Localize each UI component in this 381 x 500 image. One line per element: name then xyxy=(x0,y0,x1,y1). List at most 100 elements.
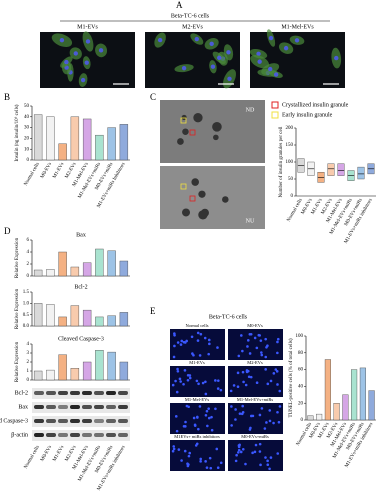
y-tick-label: 0 xyxy=(27,378,30,383)
band xyxy=(46,419,56,423)
nucleus xyxy=(181,65,187,71)
nucleus xyxy=(258,413,262,417)
nucleus xyxy=(182,340,186,344)
nucleus xyxy=(198,354,202,357)
band xyxy=(94,391,104,395)
bar xyxy=(33,114,43,161)
band xyxy=(106,433,116,437)
nucleus xyxy=(268,467,271,471)
y-axis-label: Number of insulin granules per cell xyxy=(279,126,284,198)
micrograph xyxy=(228,329,283,360)
band xyxy=(118,419,128,423)
box xyxy=(337,163,345,176)
nucleus xyxy=(182,382,185,386)
bar xyxy=(324,359,331,421)
nucleus xyxy=(257,59,262,64)
granule xyxy=(191,178,200,186)
y-tick-label: 1.5 xyxy=(23,290,30,295)
legend-label: Early insulin granule xyxy=(282,112,333,118)
nucleus xyxy=(245,370,249,373)
y-tick-label: 0 xyxy=(301,418,304,423)
panel-title: Beta-TC-6 cells xyxy=(209,314,248,320)
nucleus xyxy=(258,450,262,453)
nucleus xyxy=(80,77,86,83)
nucleus xyxy=(237,444,241,447)
y-axis-label: TUNEL-positive cells (% of total cells) xyxy=(289,338,294,417)
band xyxy=(58,433,68,437)
nucleus xyxy=(241,448,245,451)
nucleus xyxy=(207,407,210,410)
y-tick-label: 1 xyxy=(27,369,30,374)
nucleus xyxy=(171,449,175,453)
nucleus xyxy=(276,410,279,414)
nucleus xyxy=(246,345,249,348)
nucleus xyxy=(268,35,274,41)
y-tick-label: 40 xyxy=(24,115,30,120)
nucleus xyxy=(229,389,233,393)
nucleus xyxy=(172,445,176,448)
y-axis-label: Relative Expression xyxy=(15,237,20,278)
nucleus xyxy=(185,339,188,343)
band xyxy=(46,391,56,395)
legend-swatch xyxy=(271,101,279,109)
nucleus xyxy=(268,419,272,423)
micrograph xyxy=(228,403,283,434)
micrograph xyxy=(228,366,283,397)
nucleus xyxy=(244,383,248,387)
y-tick-label: 10 xyxy=(24,147,30,152)
bar xyxy=(82,361,92,381)
nucleus xyxy=(73,51,78,56)
nucleus xyxy=(264,355,268,359)
nucleus xyxy=(214,379,217,382)
nucleus xyxy=(201,381,205,385)
nucleus xyxy=(204,460,207,463)
nucleus xyxy=(210,415,213,419)
nucleus xyxy=(263,427,267,430)
nucleus xyxy=(269,379,273,383)
nucleus xyxy=(257,333,261,337)
nucleus xyxy=(248,352,252,355)
band xyxy=(118,391,128,395)
bar xyxy=(368,390,375,421)
bar xyxy=(70,368,80,381)
image-label: M1-EVs xyxy=(77,24,98,30)
nucleus xyxy=(199,457,203,461)
nucleus xyxy=(173,334,176,337)
y-tick-label: 40 xyxy=(298,385,304,390)
panel-label: A xyxy=(176,0,183,10)
nucleus xyxy=(274,368,278,371)
band xyxy=(118,433,128,437)
band xyxy=(118,405,128,409)
blot xyxy=(32,430,130,441)
bar xyxy=(119,260,129,277)
blot xyxy=(32,416,130,427)
bar xyxy=(58,354,67,381)
image-label: M1EVs+ miRs inhibitors xyxy=(174,434,220,439)
nucleus xyxy=(273,72,279,77)
band xyxy=(70,405,80,409)
nucleus xyxy=(268,66,273,72)
nucleus xyxy=(205,466,209,469)
panel-label: E xyxy=(150,306,156,316)
chart-title: Bax xyxy=(76,232,86,238)
nucleus xyxy=(198,405,202,408)
blot-label: Cleaved Caspase-3 xyxy=(0,418,28,424)
bar xyxy=(46,269,55,277)
bar xyxy=(33,303,43,327)
bar xyxy=(342,394,349,421)
nucleus xyxy=(276,340,279,344)
nucleus xyxy=(260,407,264,410)
bar xyxy=(33,370,43,381)
nucleus xyxy=(207,416,211,420)
nucleus xyxy=(230,405,233,408)
legend-swatch xyxy=(271,111,279,119)
nucleus xyxy=(205,409,209,413)
nucleus xyxy=(176,341,180,344)
nucleus xyxy=(259,339,263,342)
nucleus xyxy=(239,450,243,454)
blot xyxy=(32,402,130,413)
nucleus xyxy=(197,382,200,386)
panel-label: D xyxy=(4,226,11,236)
granule xyxy=(198,210,208,220)
